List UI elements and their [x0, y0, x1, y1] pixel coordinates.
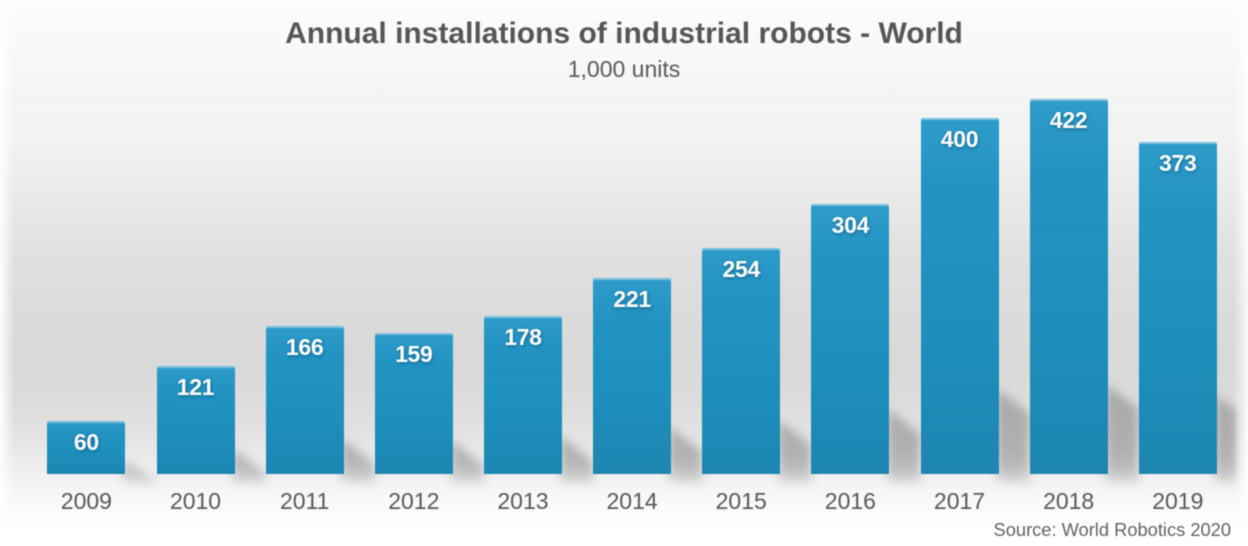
bar-shadow	[669, 426, 703, 486]
bar-2012: 159	[374, 332, 453, 474]
source-label: Source: World Robotics 2020	[993, 519, 1231, 540]
bar-2014: 221	[593, 277, 672, 474]
bar-2018: 422	[1029, 98, 1108, 474]
bar-value-label: 178	[504, 323, 542, 350]
bar-shadow	[450, 440, 484, 486]
x-tick-label-2010: 2010	[169, 488, 222, 514]
bar-shadow	[1214, 394, 1237, 486]
x-tick-label-2011: 2011	[279, 488, 330, 514]
bar-2011: 166	[265, 326, 344, 474]
bar-value-label: 60	[73, 428, 99, 455]
bar-value-label: 159	[395, 340, 433, 367]
x-tick-label-2014: 2014	[606, 488, 658, 514]
bar-shadow	[778, 419, 812, 486]
bar-shadow	[123, 461, 157, 486]
bar-value-label: 373	[1159, 150, 1197, 177]
bar-2017: 400	[920, 118, 999, 474]
bar-shadow	[559, 436, 593, 486]
x-tick-label-2015: 2015	[715, 488, 767, 514]
bar-2013: 178	[483, 315, 562, 474]
x-tick-label-2017: 2017	[933, 488, 986, 514]
bar-2019: 373	[1138, 142, 1217, 474]
chart-subtitle: 1,000 units	[567, 56, 681, 82]
bar-value-label: 121	[176, 374, 215, 401]
bar-2010: 121	[156, 366, 235, 474]
x-tick-label-2018: 2018	[1043, 488, 1095, 514]
bar-value-label: 400	[940, 126, 979, 153]
bar-shadow	[341, 438, 375, 486]
bar-value-label: 422	[1049, 106, 1088, 133]
bar-2016: 304	[811, 203, 890, 474]
bar-value-label: 254	[722, 256, 760, 283]
bar-shadow	[996, 388, 1030, 486]
bar-shadow	[1105, 383, 1139, 486]
x-tick-label-2016: 2016	[824, 488, 876, 514]
bar-value-label: 166	[285, 334, 324, 361]
x-tick-label-2012: 2012	[388, 488, 440, 514]
x-tick-label-2019: 2019	[1152, 488, 1204, 514]
x-tick-label-2009: 2009	[60, 488, 112, 514]
bar-value-label: 221	[613, 285, 651, 312]
bar-2009: 60	[47, 420, 126, 474]
bar-2015: 254	[702, 248, 781, 474]
bar-shadow	[232, 448, 266, 486]
x-tick-label-2013: 2013	[497, 488, 549, 514]
bar-value-label: 304	[831, 211, 870, 238]
bar-shadow	[887, 409, 921, 486]
chart-title: Annual installations of industrial robot…	[285, 17, 963, 50]
